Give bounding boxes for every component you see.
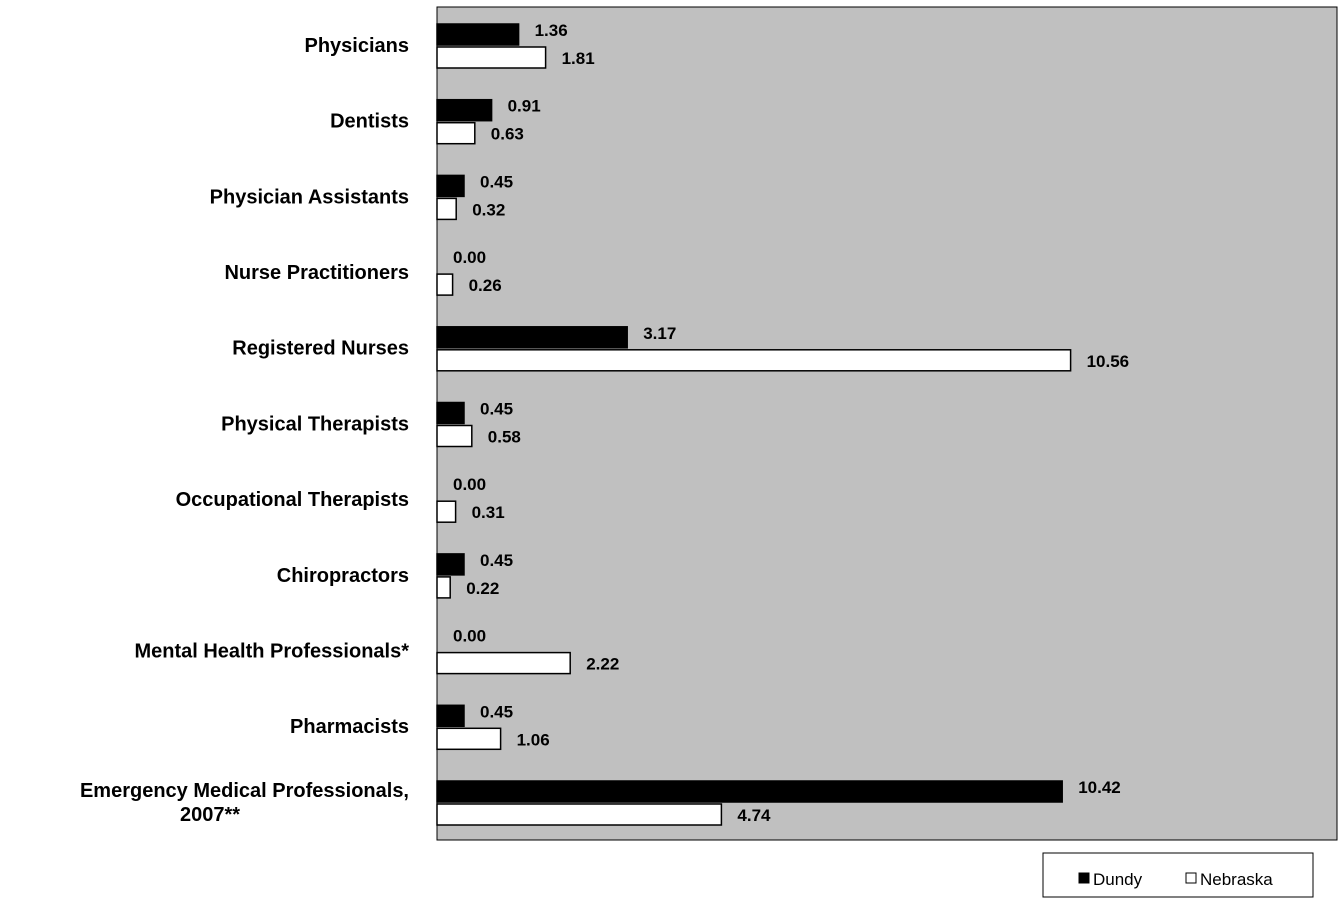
bar-nebraska-physical-therapists <box>436 424 473 448</box>
category-label-physical-therapists: Physical Therapists <box>221 413 409 435</box>
bar-nebraska-physicians <box>436 46 547 69</box>
value-label-nebraska-occupational-therapists: 0.31 <box>472 503 505 522</box>
category-label-physicians: Physicians <box>304 35 409 57</box>
bar-dundy-chiropractors <box>436 553 465 576</box>
category-label-mental-health-professionals: Mental Health Professionals* <box>134 640 409 662</box>
bar-dundy-dentists <box>436 98 493 122</box>
bar-dundy-registered-nurses <box>436 326 628 349</box>
value-label-nebraska-registered-nurses: 10.56 <box>1087 352 1130 371</box>
value-label-dundy-physicians: 1.36 <box>535 21 568 40</box>
value-label-nebraska-physical-therapists: 0.58 <box>488 428 521 447</box>
bar-dundy-pharmacists <box>436 704 465 728</box>
category-label-emergency-medical-professionals-2007-line2: 2007** <box>180 804 240 826</box>
value-label-dundy-physician-assistants: 0.45 <box>480 172 513 191</box>
legend-swatch-dundy <box>1078 872 1090 884</box>
value-label-dundy-mental-health-professionals: 0.00 <box>453 627 486 646</box>
value-label-dundy-pharmacists: 0.45 <box>480 702 513 721</box>
value-label-dundy-registered-nurses: 3.17 <box>643 324 676 343</box>
legend-label-nebraska: Nebraska <box>1200 870 1273 889</box>
bar-nebraska-pharmacists <box>436 727 502 751</box>
value-label-dundy-dentists: 0.91 <box>508 97 541 116</box>
value-label-nebraska-emergency-medical-professionals-2007: 4.74 <box>737 806 771 825</box>
bar-nebraska-occupational-therapists <box>436 500 457 523</box>
bar-nebraska-physician-assistants <box>436 197 457 221</box>
category-label-dentists: Dentists <box>330 111 409 133</box>
bars-layer: 1.36 1.81 0.91 0.63 0.45 0.32 0.00 0.26 3.17 10.5… <box>436 21 1130 826</box>
bar-nebraska-emergency-medical-professionals-2007 <box>436 803 723 826</box>
category-label-nurse-practitioners: Nurse Practitioners <box>224 262 409 284</box>
value-label-dundy-physical-therapists: 0.45 <box>480 400 513 419</box>
value-label-nebraska-physician-assistants: 0.32 <box>472 200 505 219</box>
value-label-nebraska-dentists: 0.63 <box>491 125 524 144</box>
value-label-dundy-chiropractors: 0.45 <box>480 551 513 570</box>
bar-dundy-physical-therapists <box>436 401 465 425</box>
value-label-nebraska-physicians: 1.81 <box>562 49 595 68</box>
value-label-nebraska-mental-health-professionals: 2.22 <box>586 655 619 674</box>
plot-area <box>436 6 1338 841</box>
category-labels: Physicians Dentists Physician Assistants Nu… <box>80 35 409 826</box>
category-label-occupational-therapists: Occupational Therapists <box>176 489 409 511</box>
bar-nebraska-registered-nurses <box>436 349 1072 372</box>
category-label-physician-assistants: Physician Assistants <box>210 186 409 208</box>
bar-dundy-physician-assistants <box>436 174 465 198</box>
bar-nebraska-chiropractors <box>436 576 451 599</box>
category-label-chiropractors: Chiropractors <box>277 565 409 587</box>
category-label-pharmacists: Pharmacists <box>290 716 409 738</box>
category-label-emergency-medical-professionals-2007-line1: Emergency Medical Professionals, <box>80 780 409 802</box>
value-label-nebraska-chiropractors: 0.22 <box>466 579 499 598</box>
value-label-dundy-nurse-practitioners: 0.00 <box>453 248 486 267</box>
bar-nebraska-nurse-practitioners <box>436 273 454 296</box>
value-label-dundy-occupational-therapists: 0.00 <box>453 475 486 494</box>
bar-nebraska-dentists <box>436 121 476 145</box>
value-label-nebraska-pharmacists: 1.06 <box>517 730 550 749</box>
legend-label-dundy: Dundy <box>1093 870 1143 889</box>
bar-dundy-physicians <box>436 23 520 46</box>
value-label-nebraska-nurse-practitioners: 0.26 <box>469 276 502 295</box>
legend: Dundy Nebraska <box>1042 852 1314 898</box>
bar-nebraska-mental-health-professionals <box>436 651 571 675</box>
bar-dundy-emergency-medical-professionals-2007 <box>436 780 1063 803</box>
legend-swatch-nebraska <box>1185 872 1197 884</box>
value-label-dundy-emergency-medical-professionals-2007: 10.42 <box>1078 778 1121 797</box>
category-label-registered-nurses: Registered Nurses <box>232 338 409 360</box>
